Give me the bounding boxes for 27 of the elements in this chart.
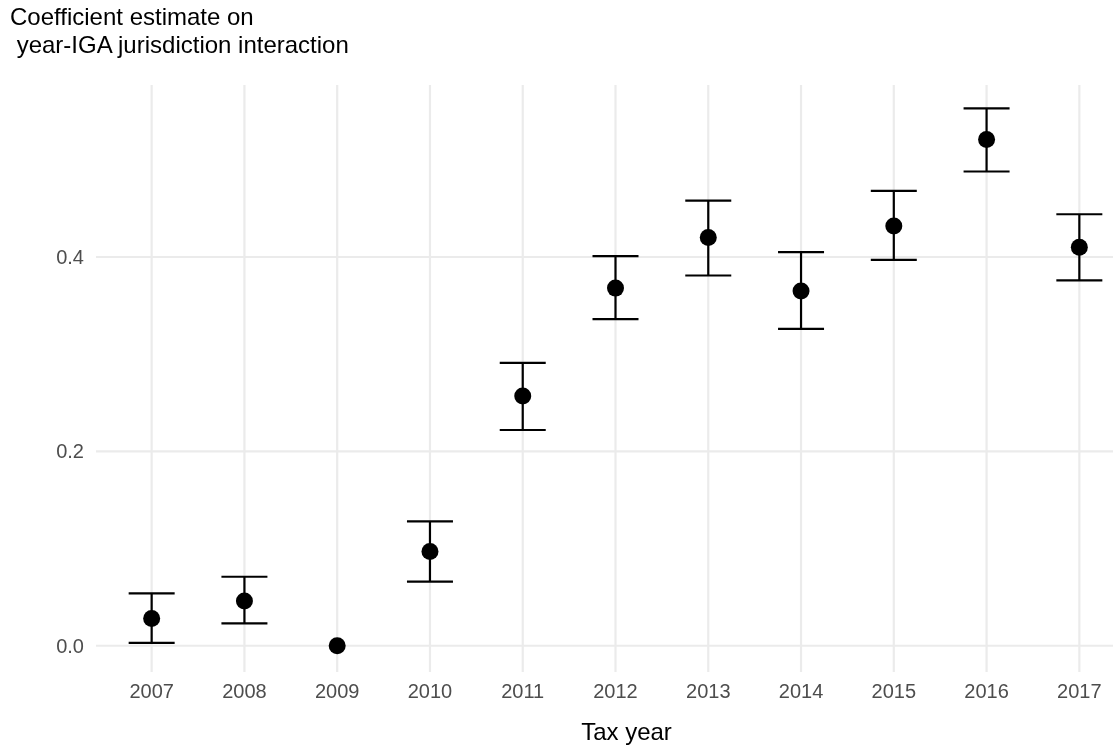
x-tick-label: 2009 bbox=[314, 680, 360, 702]
x-tick-label: 2016 bbox=[964, 680, 1009, 702]
point bbox=[143, 610, 161, 628]
point bbox=[235, 592, 253, 610]
y-tick-label: 0.2 bbox=[56, 440, 84, 463]
x-tick-label: 2010 bbox=[407, 680, 453, 702]
point bbox=[421, 542, 439, 560]
y-tick-label: 0.4 bbox=[56, 246, 84, 269]
y-tick-label: 0.0 bbox=[56, 634, 84, 657]
point bbox=[978, 130, 996, 148]
x-axis-title: Tax year bbox=[581, 718, 672, 745]
x-tick-label: 2014 bbox=[778, 680, 824, 702]
point bbox=[514, 387, 532, 405]
x-tick-label: 2008 bbox=[222, 680, 267, 702]
point bbox=[607, 279, 624, 297]
point bbox=[885, 217, 903, 235]
x-tick-label: 2007 bbox=[129, 680, 174, 702]
x-tick-label: 2012 bbox=[593, 680, 638, 702]
x-tick-label: 2017 bbox=[1057, 680, 1102, 702]
x-tick-label: 2015 bbox=[871, 680, 917, 702]
point bbox=[792, 282, 810, 300]
point bbox=[328, 637, 346, 655]
x-tick-label: 2013 bbox=[686, 680, 731, 702]
point bbox=[699, 229, 717, 247]
x-tick-label: 2011 bbox=[501, 680, 545, 702]
point bbox=[1070, 238, 1088, 256]
y-axis-title: Coefficient estimate on year-IGA jurisdiction interaction bbox=[10, 3, 349, 58]
